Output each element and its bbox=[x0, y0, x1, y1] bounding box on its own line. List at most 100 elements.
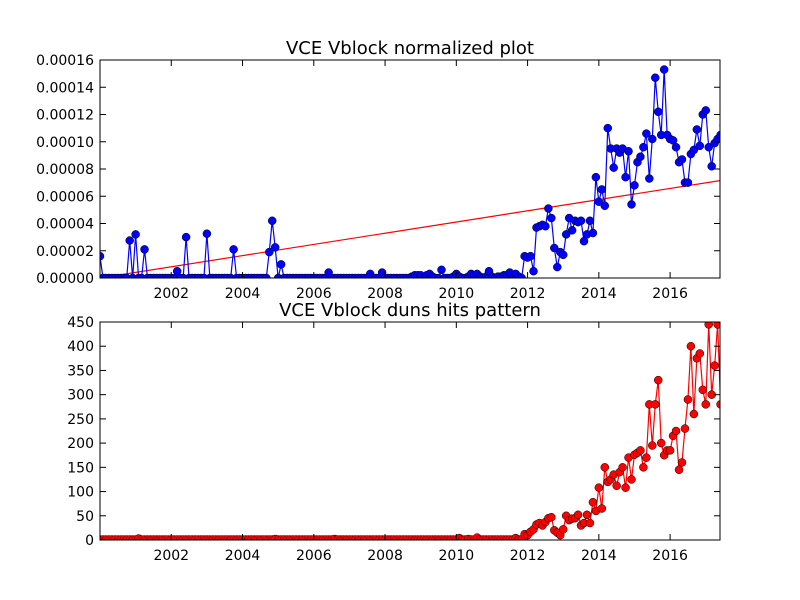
chart-1-data-point bbox=[558, 250, 568, 260]
chart-2-data-point bbox=[636, 446, 645, 455]
chart-1-x-tick-label: 2012 bbox=[510, 286, 546, 302]
chart-2-x-tick-label: 2012 bbox=[510, 548, 546, 564]
chart-2-data-point bbox=[621, 483, 630, 492]
chart-1-data-point bbox=[600, 201, 610, 211]
chart-1-data-point bbox=[181, 232, 191, 242]
chart-1-axes: 2002 2004 2006 2008 2010 2012 2014 2016 0.00000 0… bbox=[36, 53, 720, 302]
chart-1-data-point bbox=[553, 262, 562, 272]
chart-1-data-point bbox=[621, 172, 630, 182]
chart-1-data-point bbox=[100, 251, 105, 261]
chart-2-y-tick-label: 0 bbox=[85, 533, 94, 549]
chart-2-data-point bbox=[618, 463, 627, 472]
chart-2-data-point bbox=[671, 426, 681, 436]
chart-2-data-point bbox=[600, 463, 610, 472]
chart-2-data-point bbox=[683, 395, 693, 404]
chart-2-data-point bbox=[639, 463, 648, 472]
chart-2-data-point bbox=[665, 446, 675, 455]
chart-1-data-point bbox=[585, 216, 595, 226]
chart-1-data-point bbox=[547, 213, 556, 223]
chart-1-data-point bbox=[567, 226, 577, 235]
chart-1-data-point bbox=[544, 204, 553, 213]
chart-2-x-tick-label: 2004 bbox=[225, 548, 261, 564]
chart-2-data-point bbox=[597, 504, 607, 513]
chart-2-data-point bbox=[686, 341, 696, 351]
chart-1-data-point bbox=[529, 266, 538, 276]
chart-1-data-point bbox=[677, 155, 687, 164]
chart-1-data-point bbox=[707, 162, 716, 171]
chart-1-plot-area bbox=[100, 65, 720, 278]
chart-1-y-tick-label: 0.00012 bbox=[36, 108, 94, 124]
chart-1-data-point bbox=[594, 197, 604, 206]
chart-1-data-point bbox=[541, 221, 550, 231]
chart-1-data-point bbox=[125, 236, 134, 245]
chart-2-y-tick-label: 450 bbox=[67, 315, 94, 331]
chart-1-data-point bbox=[597, 185, 607, 194]
chart-1-data-point bbox=[550, 243, 559, 253]
chart-1-data-point bbox=[588, 228, 598, 238]
chart-1-data-point bbox=[689, 145, 699, 155]
chart-1-trend-line bbox=[100, 179, 720, 278]
chart-2-data-point bbox=[656, 438, 666, 448]
chart-1-data-point bbox=[267, 216, 277, 226]
chart-1-data-point bbox=[716, 130, 720, 140]
chart-2-data-point bbox=[677, 458, 687, 467]
chart-1-data-point bbox=[651, 73, 660, 82]
chart-1-data-point bbox=[704, 142, 713, 152]
chart-2-data-point bbox=[642, 453, 651, 462]
chart-1-data-point bbox=[692, 125, 702, 134]
chart-1-y-tick-label: 0.00004 bbox=[36, 217, 94, 233]
chart-1-x-tick-label: 2004 bbox=[225, 286, 261, 302]
chart-2-data-point bbox=[627, 475, 636, 484]
chart-2-axes: 2002 2004 2006 2008 2010 2012 2014 2016 0 50 100 15… bbox=[67, 315, 720, 564]
chart-1-data-point bbox=[630, 181, 639, 190]
chart-1-data-point bbox=[561, 230, 571, 239]
chart-2-data-point bbox=[585, 518, 595, 528]
chart-1-data-point bbox=[636, 152, 645, 161]
chart-1-data-point bbox=[695, 141, 705, 151]
chart-1-data-point bbox=[526, 251, 535, 261]
chart-2-data-point bbox=[558, 525, 568, 534]
chart-2-data-point bbox=[680, 424, 690, 433]
chart-2-title: VCE Vblock duns hits pattern bbox=[279, 300, 541, 321]
chart-1-data-point bbox=[437, 265, 446, 275]
chart-2-y-tick-label: 200 bbox=[67, 436, 94, 452]
chart-2-data-point bbox=[651, 400, 660, 409]
chart-1-x-tick-label: 2006 bbox=[296, 286, 332, 302]
chart-1-y-tick-label: 0.00002 bbox=[36, 244, 94, 260]
chart-1-data-point bbox=[276, 260, 286, 269]
chart-1-data-point bbox=[603, 123, 613, 133]
chart-1-data-point bbox=[262, 273, 271, 278]
chart-1-y-tick-label: 0.00006 bbox=[36, 189, 94, 205]
chart-2-data-point bbox=[588, 497, 598, 507]
chart-1-data-point bbox=[131, 230, 140, 239]
chart-1-data-point bbox=[624, 147, 633, 156]
chart-2-y-tick-label: 300 bbox=[67, 388, 94, 404]
chart-2-data-point bbox=[701, 400, 710, 409]
chart-1-data-point bbox=[671, 142, 681, 152]
chart-2-data-point bbox=[582, 510, 592, 520]
chart-1-data-point bbox=[609, 163, 618, 172]
chart-1-x-tick-label: 2008 bbox=[367, 286, 403, 302]
chart-2-data-point bbox=[689, 409, 699, 419]
chart-2-data-point bbox=[547, 512, 556, 522]
chart-2-x-tick-label: 2008 bbox=[367, 548, 403, 564]
chart-2-x-tick-label: 2016 bbox=[652, 548, 688, 564]
chart-1-y-tick-label: 0.00008 bbox=[36, 162, 94, 178]
chart-1-data-point bbox=[627, 200, 636, 209]
chart-1-data-point bbox=[653, 107, 663, 117]
chart-1-data-point bbox=[140, 245, 149, 254]
chart-2-data-point bbox=[713, 322, 720, 329]
chart-1-y-tick-label: 0.00000 bbox=[36, 271, 94, 287]
chart-2-data-point bbox=[648, 441, 657, 450]
chart-1-data-point bbox=[229, 245, 238, 254]
chart-2-x-tick-label: 2002 bbox=[153, 548, 189, 564]
chart-2-data-point bbox=[674, 465, 684, 475]
chart-1-data-point bbox=[683, 178, 693, 187]
chart-1-data-point bbox=[591, 172, 601, 182]
chart-2-data-point bbox=[653, 375, 663, 385]
chart-2-data-point bbox=[612, 481, 621, 490]
chart-2-data-point bbox=[573, 510, 583, 520]
chart-1-x-tick-label: 2014 bbox=[581, 286, 617, 302]
